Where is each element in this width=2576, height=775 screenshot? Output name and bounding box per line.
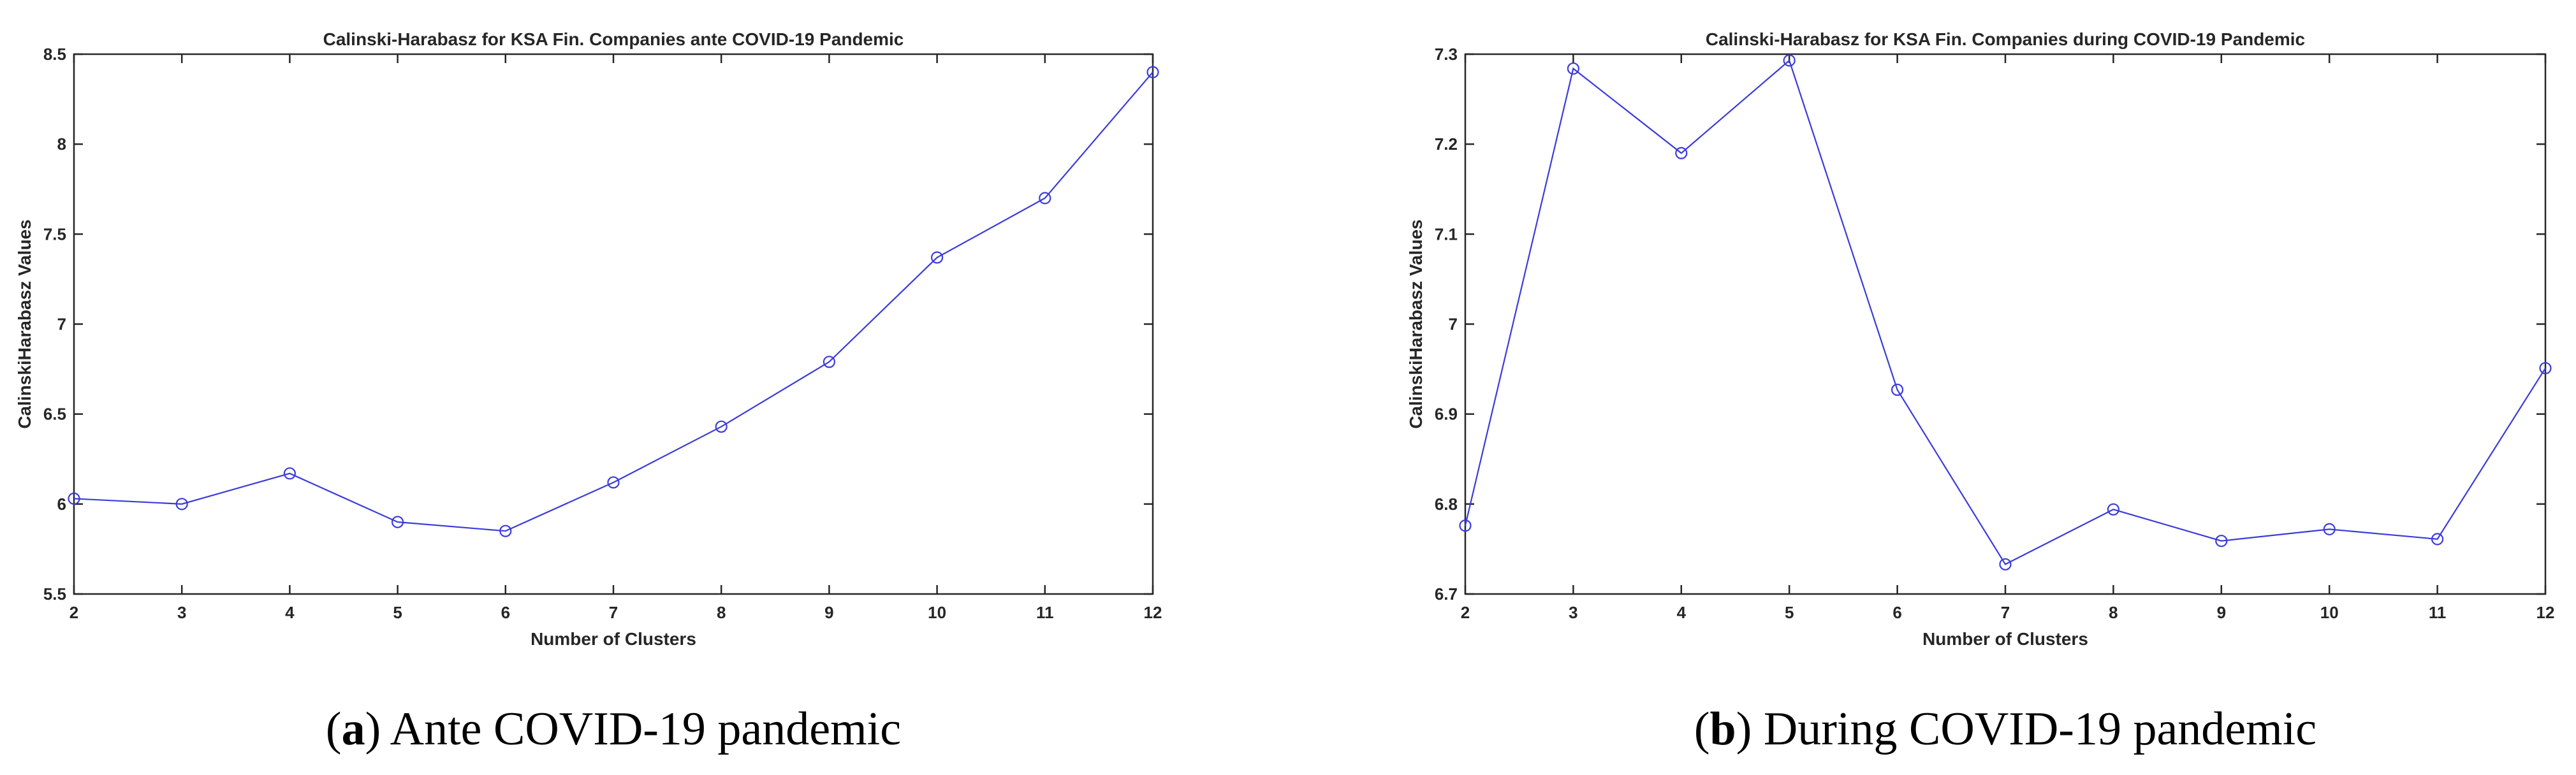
y-tick-label: 7.3 bbox=[1435, 45, 1458, 64]
caption-close-paren: ) bbox=[365, 703, 390, 755]
x-tick-label: 9 bbox=[824, 603, 833, 622]
y-tick-label: 8.5 bbox=[43, 45, 66, 64]
data-point bbox=[2539, 362, 2552, 375]
data-point bbox=[823, 356, 836, 368]
x-tick-label: 4 bbox=[285, 603, 295, 622]
x-tick-label: 12 bbox=[2536, 603, 2555, 622]
chart-panel-a: Calinski-Harabasz for KSA Fin. Companies… bbox=[15, 29, 1162, 755]
y-tick-label: 7.5 bbox=[43, 224, 66, 243]
x-tick-label: 9 bbox=[2217, 603, 2226, 622]
data-point bbox=[1783, 54, 1796, 67]
data-point bbox=[1999, 558, 2012, 571]
plot-area bbox=[73, 53, 1154, 595]
x-tick-label: 6 bbox=[501, 603, 510, 622]
data-point bbox=[2431, 533, 2444, 546]
caption-letter: b bbox=[1710, 703, 1736, 755]
y-tick-label: 7 bbox=[57, 315, 66, 334]
series-line bbox=[73, 71, 1153, 532]
data-point bbox=[1146, 66, 1159, 78]
y-tick-label: 6.7 bbox=[1435, 584, 1458, 604]
data-point bbox=[2323, 523, 2336, 535]
x-tick-label: 3 bbox=[177, 603, 186, 622]
subfigure-caption: (a) Ante COVID-19 pandemic bbox=[326, 703, 901, 755]
chart-title: Calinski-Harabasz for KSA Fin. Companies… bbox=[1706, 29, 2305, 49]
x-tick-label: 10 bbox=[2320, 603, 2339, 622]
x-tick-label: 10 bbox=[928, 603, 946, 622]
y-tick-label: 6.5 bbox=[43, 405, 66, 424]
data-point bbox=[391, 516, 404, 528]
data-point bbox=[1891, 383, 1904, 396]
x-tick-label: 2 bbox=[70, 603, 78, 622]
x-axis-label: Number of Clusters bbox=[531, 629, 696, 649]
data-point bbox=[1567, 62, 1579, 75]
y-tick-label: 7 bbox=[1449, 315, 1458, 334]
x-tick-label: 6 bbox=[1892, 603, 1901, 622]
y-tick-label: 8 bbox=[57, 134, 66, 154]
y-tick-label: 7.1 bbox=[1435, 224, 1458, 243]
x-tick-label: 11 bbox=[1036, 603, 1054, 622]
x-tick-label: 8 bbox=[2109, 603, 2118, 622]
data-point bbox=[1459, 519, 1472, 532]
data-point bbox=[2215, 535, 2228, 547]
y-tick-label: 6.8 bbox=[1435, 495, 1458, 514]
y-tick-label: 7.2 bbox=[1435, 134, 1458, 154]
data-point bbox=[607, 476, 620, 489]
data-point bbox=[68, 492, 80, 505]
x-tick-label: 7 bbox=[2001, 603, 2010, 622]
data-point bbox=[175, 498, 188, 511]
plot-area bbox=[1464, 53, 2547, 595]
x-tick-label: 7 bbox=[609, 603, 618, 622]
data-point bbox=[1675, 147, 1688, 159]
data-point bbox=[1039, 192, 1051, 205]
y-axis-label: CalinskiHarabasz Values bbox=[15, 219, 34, 428]
caption-close-paren: ) bbox=[1736, 703, 1764, 755]
data-point bbox=[930, 251, 944, 264]
caption-text: Ante COVID-19 pandemic bbox=[390, 703, 901, 755]
series-line bbox=[1464, 59, 2546, 565]
x-axis-label: Number of Clusters bbox=[1922, 629, 2088, 649]
caption-open-paren: ( bbox=[326, 703, 342, 755]
subfigure-caption: (b) During COVID-19 pandemic bbox=[1694, 703, 2316, 755]
x-tick-label: 5 bbox=[393, 603, 402, 622]
x-tick-label: 4 bbox=[1677, 603, 1687, 622]
x-tick-label: 3 bbox=[1569, 603, 1577, 622]
x-tick-label: 8 bbox=[717, 603, 726, 622]
caption-letter: a bbox=[342, 703, 365, 755]
y-axis-label: CalinskiHarabasz Values bbox=[1406, 219, 1426, 428]
data-point bbox=[499, 525, 512, 537]
chart-title: Calinski-Harabasz for KSA Fin. Companies… bbox=[323, 29, 904, 49]
x-tick-label: 2 bbox=[1461, 603, 1470, 622]
y-tick-label: 5.5 bbox=[43, 584, 66, 604]
x-tick-label: 11 bbox=[2429, 603, 2447, 622]
data-point bbox=[2107, 503, 2119, 516]
caption-open-paren: ( bbox=[1694, 703, 1710, 755]
y-tick-label: 6 bbox=[57, 495, 66, 514]
y-tick-label: 6.9 bbox=[1435, 405, 1458, 424]
caption-text: During COVID-19 pandemic bbox=[1764, 703, 2316, 755]
chart-panel-b: Calinski-Harabasz for KSA Fin. Companies… bbox=[1406, 29, 2554, 755]
x-tick-label: 12 bbox=[1144, 603, 1162, 622]
data-point bbox=[715, 420, 728, 433]
data-point bbox=[283, 467, 296, 480]
x-tick-label: 5 bbox=[1785, 603, 1794, 622]
